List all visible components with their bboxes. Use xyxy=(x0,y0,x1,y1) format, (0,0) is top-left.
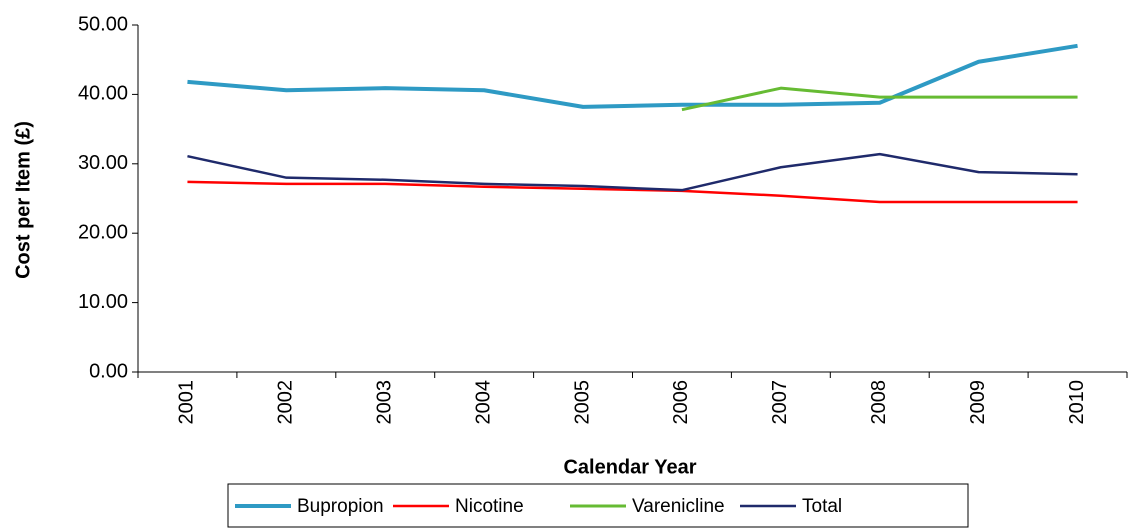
y-tick-label: 40.00 xyxy=(78,83,128,105)
x-axis-title: Calendar Year xyxy=(563,456,696,478)
x-tick-label: 2002 xyxy=(275,380,297,425)
series-line xyxy=(187,152,1078,192)
x-tick-label: 2005 xyxy=(571,380,593,425)
x-tick-label: 2003 xyxy=(374,380,396,425)
series-line xyxy=(187,43,1078,109)
y-tick-label: 0.00 xyxy=(89,360,128,382)
y-tick-label: 50.00 xyxy=(78,13,128,35)
x-tick-label: 2008 xyxy=(868,380,890,425)
x-tick-label: 2009 xyxy=(967,380,989,425)
y-axis-title: Cost per Item (£) xyxy=(12,121,34,279)
series-line xyxy=(187,180,1078,204)
x-tick-label: 2006 xyxy=(670,380,692,425)
y-tick-label: 10.00 xyxy=(78,291,128,313)
legend-label: Total xyxy=(802,496,842,517)
x-tick-label: 2007 xyxy=(769,380,791,425)
legend-label: Varenicline xyxy=(632,496,725,517)
series-line xyxy=(681,86,1078,112)
y-tick-label: 20.00 xyxy=(78,221,128,243)
x-tick-label: 2001 xyxy=(176,380,198,425)
legend-label: Bupropion xyxy=(297,496,384,517)
y-tick-label: 30.00 xyxy=(78,152,128,174)
x-tick-label: 2010 xyxy=(1066,380,1088,425)
legend-label: Nicotine xyxy=(455,496,524,517)
legend-box xyxy=(227,483,969,528)
x-tick-label: 2004 xyxy=(472,380,494,425)
